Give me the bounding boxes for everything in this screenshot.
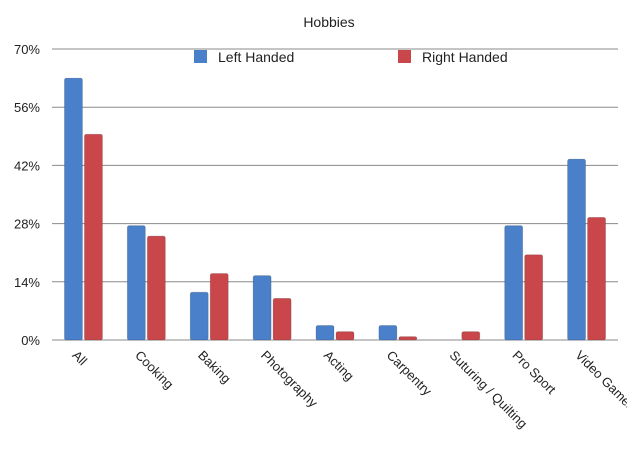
- bar-left-handed: [64, 77, 83, 341]
- legend-label: Right Handed: [422, 49, 508, 65]
- y-tick-label: 56%: [14, 100, 40, 115]
- legend-swatch: [194, 50, 207, 63]
- x-tick-label: Cooking: [132, 348, 176, 392]
- y-tick-label: 0%: [21, 333, 40, 348]
- x-tick-label: Photography: [258, 348, 321, 411]
- bar-right-handed: [461, 331, 481, 341]
- x-tick-label: Acting: [321, 348, 357, 384]
- x-tick-label: Pro Sport: [510, 348, 560, 398]
- bar-right-handed: [524, 254, 544, 341]
- gridlines: [52, 48, 618, 341]
- bar-left-handed: [567, 158, 586, 341]
- legend: Left Handed Right Handed: [194, 49, 508, 65]
- x-tick-label: Carpentry: [384, 348, 435, 399]
- bar-right-handed: [146, 235, 166, 341]
- bar-right-handed: [272, 298, 292, 341]
- x-tick-label: Video Games: [572, 348, 627, 414]
- bar-left-handed: [504, 225, 524, 341]
- y-tick-label: 42%: [14, 158, 40, 173]
- bar-left-handed: [378, 325, 398, 341]
- x-tick-label: All: [69, 348, 90, 369]
- y-tick-label: 70%: [14, 42, 40, 57]
- x-tick-label: Baking: [195, 348, 234, 387]
- bar-right-handed: [398, 336, 418, 341]
- bar-left-handed: [126, 225, 146, 341]
- bar-left-handed: [189, 291, 209, 341]
- legend-label: Left Handed: [218, 49, 294, 65]
- bar-right-handed: [335, 331, 355, 341]
- y-tick-label: 14%: [14, 275, 40, 290]
- bar-right-handed: [587, 216, 606, 341]
- y-tick-label: 28%: [14, 217, 40, 232]
- bar-right-handed: [209, 273, 229, 341]
- bar-left-handed: [315, 325, 335, 341]
- bars: [64, 77, 606, 341]
- legend-swatch: [398, 50, 411, 63]
- chart-title: Hobbies: [303, 14, 354, 30]
- y-tick-labels: 0% 14% 28% 42% 56% 70%: [14, 42, 40, 348]
- bar-left-handed: [252, 275, 272, 341]
- bar-right-handed: [84, 133, 103, 341]
- category-labels: All Cooking Baking Photography Acting Carpent…: [69, 348, 627, 432]
